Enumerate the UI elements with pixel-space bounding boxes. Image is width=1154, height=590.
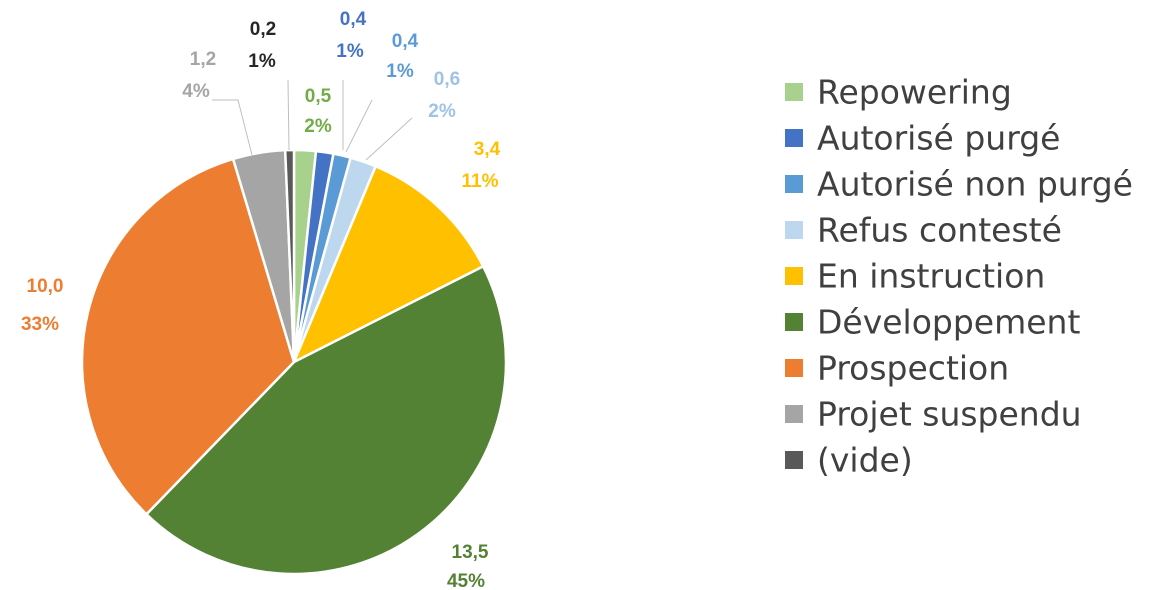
data-label: 0,5 [305,86,332,107]
data-label: 1,2 [190,49,216,70]
data-label: 3,4 [474,139,501,160]
legend-label: Autorisé non purgé [817,165,1133,204]
data-label: 0,4 [392,31,419,52]
leader-line [345,99,373,153]
data-label: 0,2 [250,19,276,40]
percent-label: 1% [248,51,276,72]
legend-label: En instruction [817,257,1045,296]
leader-line [287,79,290,151]
data-label: 0,6 [434,69,460,90]
percent-label: 1% [336,41,364,62]
pie-slice [283,148,296,363]
pie-slice [144,264,508,576]
percent-label: 2% [428,101,456,122]
percent-label: 4% [182,81,210,102]
legend-swatch [785,83,803,101]
legend-swatch [785,129,803,147]
legend-swatch [785,175,803,193]
percent-label: 11% [462,171,499,192]
percent-label: 2% [304,116,332,137]
legend-swatch [785,221,803,239]
legend-swatch [785,359,803,377]
legend-swatch [785,451,803,469]
data-label: 13,5 [452,542,489,563]
leader-line [365,117,413,161]
legend-label: Refus contesté [817,211,1062,250]
legend-label: (vide) [817,441,913,480]
data-label: 10,0 [27,276,64,297]
pie-slice [80,157,296,516]
legend-swatch [785,267,803,285]
legend-label: Autorisé purgé [817,119,1060,158]
legend-swatch [785,405,803,423]
legend-swatch [785,313,803,331]
legend-label: Prospection [817,349,1009,388]
legend-label: Projet suspendu [817,395,1082,434]
pie-slice [291,164,485,365]
percent-label: 1% [386,61,414,82]
data-label: 0,4 [340,9,367,30]
leader-line [212,99,253,156]
legend-label: Développement [817,303,1080,342]
legend-label: Repowering [817,73,1012,112]
percent-label: 45% [447,571,485,590]
percent-label: 33% [21,314,59,335]
